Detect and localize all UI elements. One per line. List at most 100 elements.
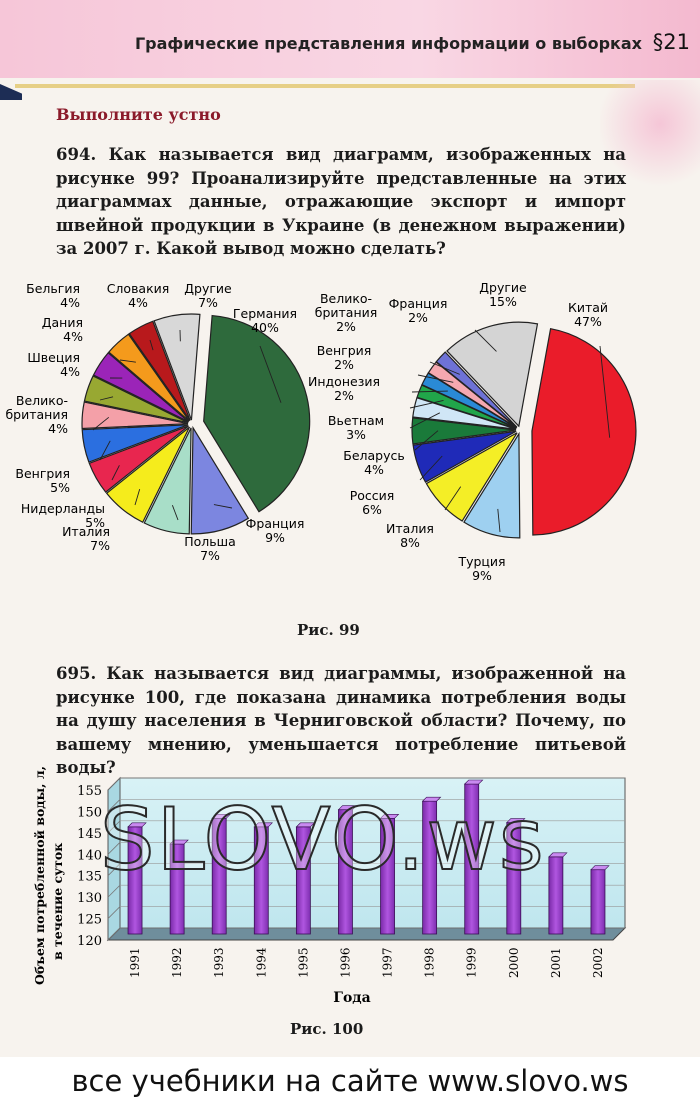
decorative-smudge bbox=[600, 80, 700, 190]
chart-floor bbox=[106, 927, 627, 941]
pie-slice bbox=[153, 313, 201, 421]
pie-slice bbox=[531, 328, 637, 536]
pie-slice bbox=[128, 320, 191, 421]
slice-label-line2: британия bbox=[315, 305, 378, 320]
bar-top bbox=[169, 839, 189, 845]
leader-line bbox=[99, 440, 111, 461]
slice-percent: 8% bbox=[400, 535, 420, 550]
y-tick-label: 145 bbox=[77, 827, 102, 842]
bar bbox=[590, 869, 606, 935]
slice-percent: 4% bbox=[48, 421, 68, 436]
gridline bbox=[107, 799, 121, 812]
slice-label: Россия bbox=[350, 488, 395, 503]
bar-top bbox=[463, 779, 484, 785]
leader-line bbox=[497, 508, 501, 533]
slice-label: Словакия bbox=[107, 281, 170, 296]
bar-top bbox=[211, 813, 231, 819]
slice-percent: 4% bbox=[60, 364, 80, 379]
leader-line bbox=[409, 400, 444, 409]
leader-line bbox=[259, 345, 282, 403]
slice-percent: 47% bbox=[574, 314, 602, 329]
bar-top bbox=[548, 852, 568, 858]
slice-percent: 7% bbox=[90, 538, 110, 553]
pie-slice bbox=[412, 430, 517, 483]
x-tick-label: 2000 bbox=[507, 947, 521, 978]
leader-line bbox=[414, 430, 439, 451]
slice-label: Велико- bbox=[16, 393, 68, 408]
slice-label: Беларусь bbox=[343, 448, 405, 463]
bar bbox=[548, 856, 564, 935]
slice-label: Швеция bbox=[27, 350, 80, 365]
gridline bbox=[107, 927, 121, 941]
header-rule bbox=[15, 84, 635, 88]
slice-label: Италия bbox=[386, 521, 434, 536]
running-header-title: Графические представления информации о в… bbox=[134, 34, 642, 53]
y-axis-ticks: 120 125 130 135 140 145 150 155 bbox=[77, 777, 625, 949]
x-tick-label: 1992 bbox=[170, 947, 184, 978]
y-tick-label: 155 bbox=[77, 784, 102, 799]
leader-line bbox=[444, 486, 462, 511]
leader-line bbox=[213, 504, 233, 509]
pie-slice bbox=[435, 351, 518, 428]
slice-label: Другие bbox=[479, 280, 527, 295]
x-tick-label: 2002 bbox=[591, 947, 605, 978]
gridline bbox=[107, 863, 121, 876]
bar-top bbox=[127, 822, 147, 828]
slice-percent: 4% bbox=[128, 295, 148, 310]
pie-slice bbox=[92, 351, 190, 423]
gridline bbox=[107, 820, 121, 834]
slice-label-line2: британия bbox=[5, 407, 68, 422]
slice-label: Вьетнам bbox=[328, 413, 384, 428]
slice-label: Франция bbox=[389, 296, 448, 311]
figure-100-caption: Рис. 100 bbox=[290, 1020, 364, 1038]
problem-694: 694. Как называется вид диаграмм, изобра… bbox=[56, 143, 626, 261]
pie-slice bbox=[143, 427, 192, 535]
slice-label: Турция bbox=[457, 554, 505, 569]
bar-top bbox=[506, 818, 526, 823]
slice-percent: 9% bbox=[472, 568, 492, 583]
x-tick-label: 1991 bbox=[128, 947, 142, 978]
y-tick-label: 130 bbox=[77, 891, 102, 906]
leader-line bbox=[599, 345, 611, 438]
slice-percent: 3% bbox=[346, 427, 366, 442]
figure-99-caption: Рис. 99 bbox=[297, 621, 360, 639]
chart-back-wall bbox=[119, 777, 626, 929]
x-tick-label: 1997 bbox=[381, 947, 395, 978]
problem-694-text: Как называется вид диаграмм, изображенны… bbox=[56, 145, 626, 258]
bar-top bbox=[379, 813, 400, 819]
slice-label: Дания bbox=[42, 315, 83, 330]
slice-label: Венгрия bbox=[317, 343, 372, 358]
pie-slice bbox=[107, 333, 190, 422]
bar-top bbox=[253, 822, 274, 828]
slice-percent: 15% bbox=[489, 294, 517, 309]
leader-line bbox=[411, 390, 448, 393]
slice-label: Индонезия bbox=[308, 374, 380, 389]
slice-label: Италия bbox=[62, 524, 110, 539]
y-tick-label: 135 bbox=[77, 870, 102, 885]
pie-slice bbox=[190, 425, 250, 535]
slice-percent: 6% bbox=[362, 502, 382, 517]
x-axis-label: Года bbox=[333, 990, 370, 1006]
slice-percent: 2% bbox=[334, 357, 354, 372]
x-tick-label: 1996 bbox=[338, 947, 352, 978]
x-axis-categories: 1991 1992 1993 1994 1995 1996 1997 1998 1999 2000… bbox=[128, 947, 605, 978]
x-tick-label: 2001 bbox=[549, 947, 563, 978]
leader-line bbox=[409, 412, 441, 429]
problem-695-text: Как называется вид диаграммы, изображенн… bbox=[56, 664, 626, 777]
pie-slice bbox=[81, 424, 189, 463]
slice-percent: 4% bbox=[63, 329, 83, 344]
slice-label: Другие bbox=[184, 281, 232, 296]
pie-slice bbox=[83, 375, 189, 424]
leader-line bbox=[429, 361, 460, 375]
y-tick-label: 120 bbox=[77, 934, 102, 949]
y-axis-label-line1: Объем потребленной воды, л, bbox=[32, 766, 47, 985]
pie-slice bbox=[411, 417, 517, 445]
problem-695: 695. Как называется вид диаграммы, изобр… bbox=[56, 662, 626, 780]
slice-label: Бельгия bbox=[26, 281, 80, 296]
slice-percent: 5% bbox=[50, 480, 70, 495]
leader-line bbox=[171, 505, 179, 521]
section-number: §21 bbox=[652, 30, 690, 54]
bar-top bbox=[421, 796, 442, 802]
